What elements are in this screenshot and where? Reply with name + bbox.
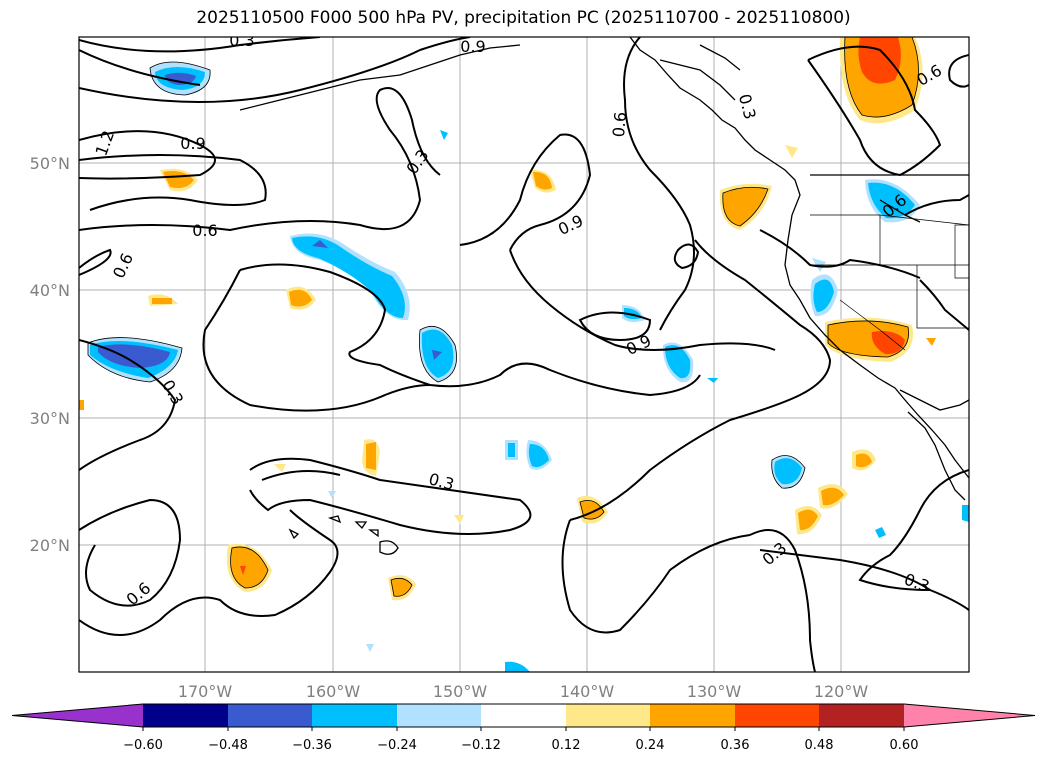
colorbar-tick-label: −0.36 [292, 738, 332, 753]
pv-contours [79, 37, 969, 672]
map-title: 2025110500 F000 500 hPa PV, precipitatio… [196, 8, 851, 28]
contour-label: 0.9 [460, 37, 485, 56]
lat-label: 30°N [30, 409, 70, 428]
colorbar-ticks [142, 727, 905, 731]
lon-label: 160°W [306, 682, 361, 701]
lat-label: 40°N [30, 281, 70, 300]
contour-label: 0.9 [623, 331, 654, 359]
colorbar-tick-label: 0.12 [552, 738, 581, 753]
contour-label: 0.3 [158, 376, 187, 408]
contour-label: 0.9 [180, 134, 205, 153]
colorbar-segment [566, 704, 650, 727]
colorbar-segments [11, 703, 1036, 728]
lon-label: 170°W [178, 682, 233, 701]
precip-anomaly-fill [79, 37, 969, 672]
map-plot-area: 0.3 0.9 1.2 0.9 0.6 0.6 0.3 0.9 0.3 0.6 … [79, 31, 969, 672]
political-borders [810, 214, 969, 351]
precip-outlines [87, 37, 919, 597]
colorbar-segment [735, 704, 819, 727]
contour-label: 0.9 [555, 211, 586, 239]
colorbar-tick-labels: −0.60 −0.48 −0.36 −0.24 −0.12 0.12 0.24 … [123, 738, 918, 753]
lat-label: 50°N [30, 154, 70, 173]
colorbar-segment [819, 704, 904, 727]
colorbar-segment [228, 704, 312, 727]
colorbar-segment [481, 704, 566, 727]
latitude-labels: 50°N 40°N 30°N 20°N [30, 154, 70, 555]
contour-label: 0.3 [402, 146, 432, 178]
contour-label: 0.3 [427, 469, 457, 494]
longitude-labels: 170°W 160°W 150°W 140°W 130°W 120°W [178, 682, 869, 701]
colorbar-tick-label: −0.12 [461, 738, 501, 753]
contour-label: 0.6 [192, 221, 217, 240]
colorbar-tick-label: 0.24 [636, 738, 665, 753]
colorbar-tick-label: 0.48 [805, 738, 834, 753]
lon-label: 120°W [814, 682, 869, 701]
contour-label: 0.3 [229, 31, 254, 50]
lon-label: 150°W [433, 682, 488, 701]
negative-precip-areas [88, 61, 969, 672]
colorbar-tick-label: 0.36 [721, 738, 750, 753]
colorbar-segment [650, 704, 735, 727]
colorbar-tick-label: −0.48 [208, 738, 248, 753]
lon-label: 140°W [560, 682, 615, 701]
map-frame [78, 36, 970, 673]
colorbar-segment [312, 704, 397, 727]
colorbar-tick-label: 0.60 [890, 738, 919, 753]
colorbar-segment [397, 704, 481, 727]
coastlines [239, 37, 969, 501]
contour-label: 0.3 [735, 92, 760, 122]
colorbar-tick-label: −0.60 [123, 738, 163, 753]
contour-label: 0.3 [902, 570, 932, 597]
contour-label: 0.6 [609, 111, 630, 138]
contour-label: 0.6 [123, 578, 155, 609]
colorbar-extend-max [904, 704, 1035, 727]
colorbar: −0.60 −0.48 −0.36 −0.24 −0.12 0.12 0.24 … [11, 703, 1036, 753]
contour-label: 0.6 [109, 250, 137, 281]
colorbar-tick-label: −0.24 [377, 738, 417, 753]
positive-precip-areas [79, 37, 936, 601]
graticule [79, 37, 969, 672]
colorbar-extend-min [12, 704, 143, 727]
lat-label: 20°N [30, 536, 70, 555]
contour-label: 0.3 [759, 538, 791, 569]
hawaiian-islands [288, 515, 399, 555]
colorbar-segment [143, 704, 228, 727]
lon-label: 130°W [687, 682, 742, 701]
